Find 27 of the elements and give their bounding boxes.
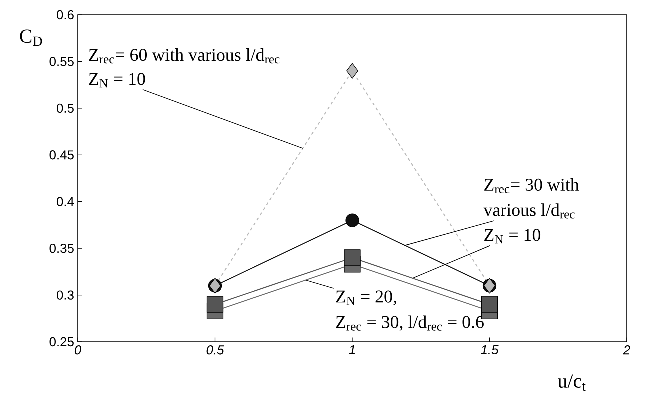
- y-tick-label: 0.55: [50, 57, 74, 66]
- y-tick-label: 0.3: [56, 290, 74, 300]
- point: [346, 63, 358, 79]
- y-tick-label: 0.25: [50, 337, 74, 347]
- point: [481, 296, 498, 313]
- annotation: Z$_{rec}$ = 30, l/d$_{rec}$ = 0.6: [336, 316, 484, 331]
- y-tick-label: 0.5: [56, 104, 74, 114]
- annotation: Z$_{N}$ = 10: [484, 229, 541, 244]
- y-axis-title: C$_{D}$: [20, 30, 42, 46]
- x-tick-label: 0.5: [206, 346, 224, 355]
- annotation: various l/d$_{rec}$: [484, 204, 575, 219]
- y-tick-label: 0.35: [50, 244, 74, 254]
- x-tick-label: 1.5: [481, 346, 499, 355]
- annotation: Z$_{rec}$= 60 with various l/d$_{rec}$: [89, 48, 280, 64]
- y-tick-label: 0.6: [56, 10, 74, 20]
- x-tick-label: 2: [623, 346, 630, 355]
- point: [346, 214, 360, 228]
- point: [206, 296, 224, 313]
- x-axis-title: u/c$_{t}$: [558, 374, 586, 392]
- y-tick-label: 0.45: [50, 150, 74, 160]
- y-tick-label: 0.4: [56, 197, 74, 206]
- annotation: Z$_{N}$ = 10: [89, 73, 146, 88]
- x-tick-label: 1: [349, 346, 356, 354]
- x-tick-label: 0: [74, 346, 82, 355]
- point: [344, 250, 361, 266]
- annotation: Z$_{N}$ = 20,: [336, 290, 396, 306]
- annotation: Z$_{rec}$= 30 with: [484, 178, 580, 194]
